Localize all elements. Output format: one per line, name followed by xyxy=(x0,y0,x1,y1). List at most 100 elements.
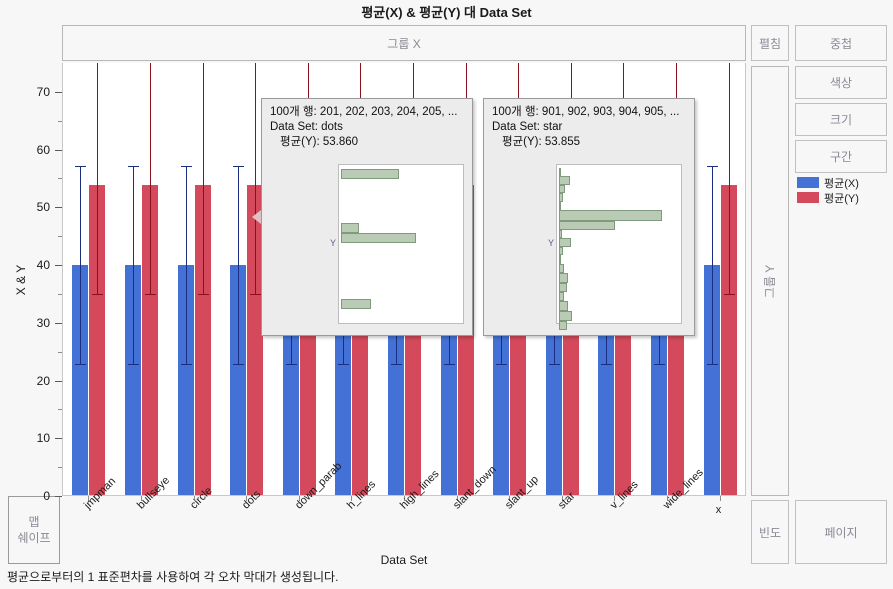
bar-평균X-dots[interactable] xyxy=(230,265,247,495)
y-tick-mark xyxy=(55,207,62,209)
page-button[interactable]: 페이지 xyxy=(795,500,887,564)
error-bar-cap-lower xyxy=(180,364,192,366)
x-tick-mark xyxy=(140,496,142,501)
error-bar-cap-lower xyxy=(127,364,139,366)
map-shape-label-line1: 맵 xyxy=(28,514,40,529)
legend-swatch xyxy=(797,192,819,203)
interval-button[interactable]: 구간 xyxy=(795,140,887,173)
error-bar-stem xyxy=(132,165,134,365)
error-bar-cap-upper xyxy=(706,165,718,167)
histogram-bar xyxy=(559,283,567,292)
expand-button[interactable]: 펼침 xyxy=(751,25,789,61)
map-shape-label-line2: 쉐이프 xyxy=(17,531,51,545)
y-axis-title: X & Y xyxy=(14,264,29,296)
bar-평균Y-jmpman[interactable] xyxy=(89,184,106,495)
y-tick-mark xyxy=(55,91,62,93)
error-bar-stem xyxy=(255,63,257,294)
error-bar-cap-lower xyxy=(391,364,402,366)
error-bar-cap-lower xyxy=(285,364,297,366)
error-bar-cap-lower xyxy=(92,293,104,295)
error-bar-stem xyxy=(185,165,187,365)
error-bar-cap-upper xyxy=(180,165,192,167)
histogram-bar xyxy=(559,301,568,311)
bar-평균X-x[interactable] xyxy=(703,265,720,495)
histogram-bar xyxy=(559,193,563,202)
x-tick-mark xyxy=(193,496,195,501)
page-title: 평균(X) & 평균(Y) 대 Data Set xyxy=(361,5,532,20)
tooltip-histogram-y-label: Y xyxy=(330,238,337,248)
histogram-bar xyxy=(559,247,563,255)
bar-평균Y-bullseye[interactable] xyxy=(141,184,158,495)
histogram-bar xyxy=(559,321,567,330)
error-bar-cap-upper xyxy=(233,165,245,167)
histogram-bar xyxy=(341,223,359,233)
error-bar-stem xyxy=(711,165,713,365)
color-button[interactable]: 색상 xyxy=(795,66,887,99)
tooltip-rows-label: 100개 행: 201, 202, 203, 204, 205, ... xyxy=(270,106,458,118)
error-bar-cap-lower xyxy=(338,364,350,366)
y-minor-tick xyxy=(58,120,62,122)
data-tooltip[interactable]: 100개 행: 901, 902, 903, 904, 905, ... Data… xyxy=(483,98,695,336)
histogram-bar xyxy=(559,221,615,230)
group-y-band[interactable]: 그룹 Y xyxy=(751,66,789,496)
histogram-bar xyxy=(559,292,564,301)
group-x-band[interactable]: 그룹 X xyxy=(62,25,746,61)
tooltip-histogram xyxy=(338,164,464,324)
histogram-bar xyxy=(559,185,565,193)
error-bar-stem xyxy=(80,165,82,365)
error-bar-stem xyxy=(202,63,204,294)
histogram-bar xyxy=(559,264,564,273)
histogram-bar xyxy=(559,255,561,264)
bar-평균Y-x[interactable] xyxy=(720,184,737,495)
overlay-button[interactable]: 중첩 xyxy=(795,25,887,61)
error-bar-cap-lower xyxy=(601,364,613,366)
bar-평균X-bullseye[interactable] xyxy=(124,265,141,495)
error-bar-cap-upper xyxy=(127,165,139,167)
error-bar-cap-lower xyxy=(197,293,209,295)
error-bar-cap-lower xyxy=(443,364,455,366)
tooltip-mean-label: 평균(Y): 53.860 xyxy=(280,136,359,148)
error-bar-stem xyxy=(149,63,151,294)
error-bar-cap-lower xyxy=(706,364,718,366)
x-tick-mark xyxy=(298,496,300,501)
x-tick-mark xyxy=(667,496,669,501)
bar-평균X-circle[interactable] xyxy=(177,265,194,495)
histogram-bar xyxy=(559,202,561,210)
y-tick-label: 70 xyxy=(36,84,50,99)
tooltip-rows-label: 100개 행: 901, 902, 903, 904, 905, ... xyxy=(492,106,680,118)
bar-평균Y-circle[interactable] xyxy=(194,184,211,495)
x-tick-mark xyxy=(561,496,563,501)
tooltip-histogram-y-label: Y xyxy=(548,238,555,248)
error-bar-cap-lower xyxy=(233,364,245,366)
error-bar-stem xyxy=(728,63,730,294)
y-tick-label: 60 xyxy=(36,142,50,157)
bar-평균X-jmpman[interactable] xyxy=(72,265,89,495)
error-bar-cap-lower xyxy=(654,364,666,366)
frequency-button[interactable]: 빈도 xyxy=(751,500,789,564)
histogram-bar xyxy=(559,176,570,185)
error-bar-cap-lower xyxy=(723,293,735,295)
histogram-bar xyxy=(559,311,572,321)
legend-label: 평균(X) xyxy=(824,177,859,190)
group-x-label: 그룹 X xyxy=(387,36,421,51)
histogram-bar xyxy=(559,230,562,238)
x-tick-mark xyxy=(351,496,353,501)
data-tooltip[interactable]: 100개 행: 201, 202, 203, 204, 205, ... Data… xyxy=(261,98,473,336)
histogram-bar xyxy=(559,210,662,221)
tooltip-mean-label: 평균(Y): 53.855 xyxy=(502,136,581,148)
tooltip-histogram-plot xyxy=(559,167,679,330)
y-tick-label: 50 xyxy=(36,200,50,215)
y-tick-mark xyxy=(55,496,62,497)
x-tick-mark xyxy=(404,496,405,501)
legend-item[interactable]: 평균(Y) xyxy=(797,190,887,205)
bar-평균Y-dots[interactable] xyxy=(247,184,264,495)
error-bar-stem xyxy=(97,63,99,294)
legend-item[interactable]: 평균(X) xyxy=(797,175,887,190)
x-tick-mark xyxy=(88,496,90,501)
error-bar-cap-upper xyxy=(75,165,87,167)
size-button[interactable]: 크기 xyxy=(795,103,887,136)
histogram-bar xyxy=(341,233,416,243)
map-shape-button[interactable]: 맵 쉐이프 xyxy=(8,496,60,564)
x-tick-mark xyxy=(456,496,458,501)
